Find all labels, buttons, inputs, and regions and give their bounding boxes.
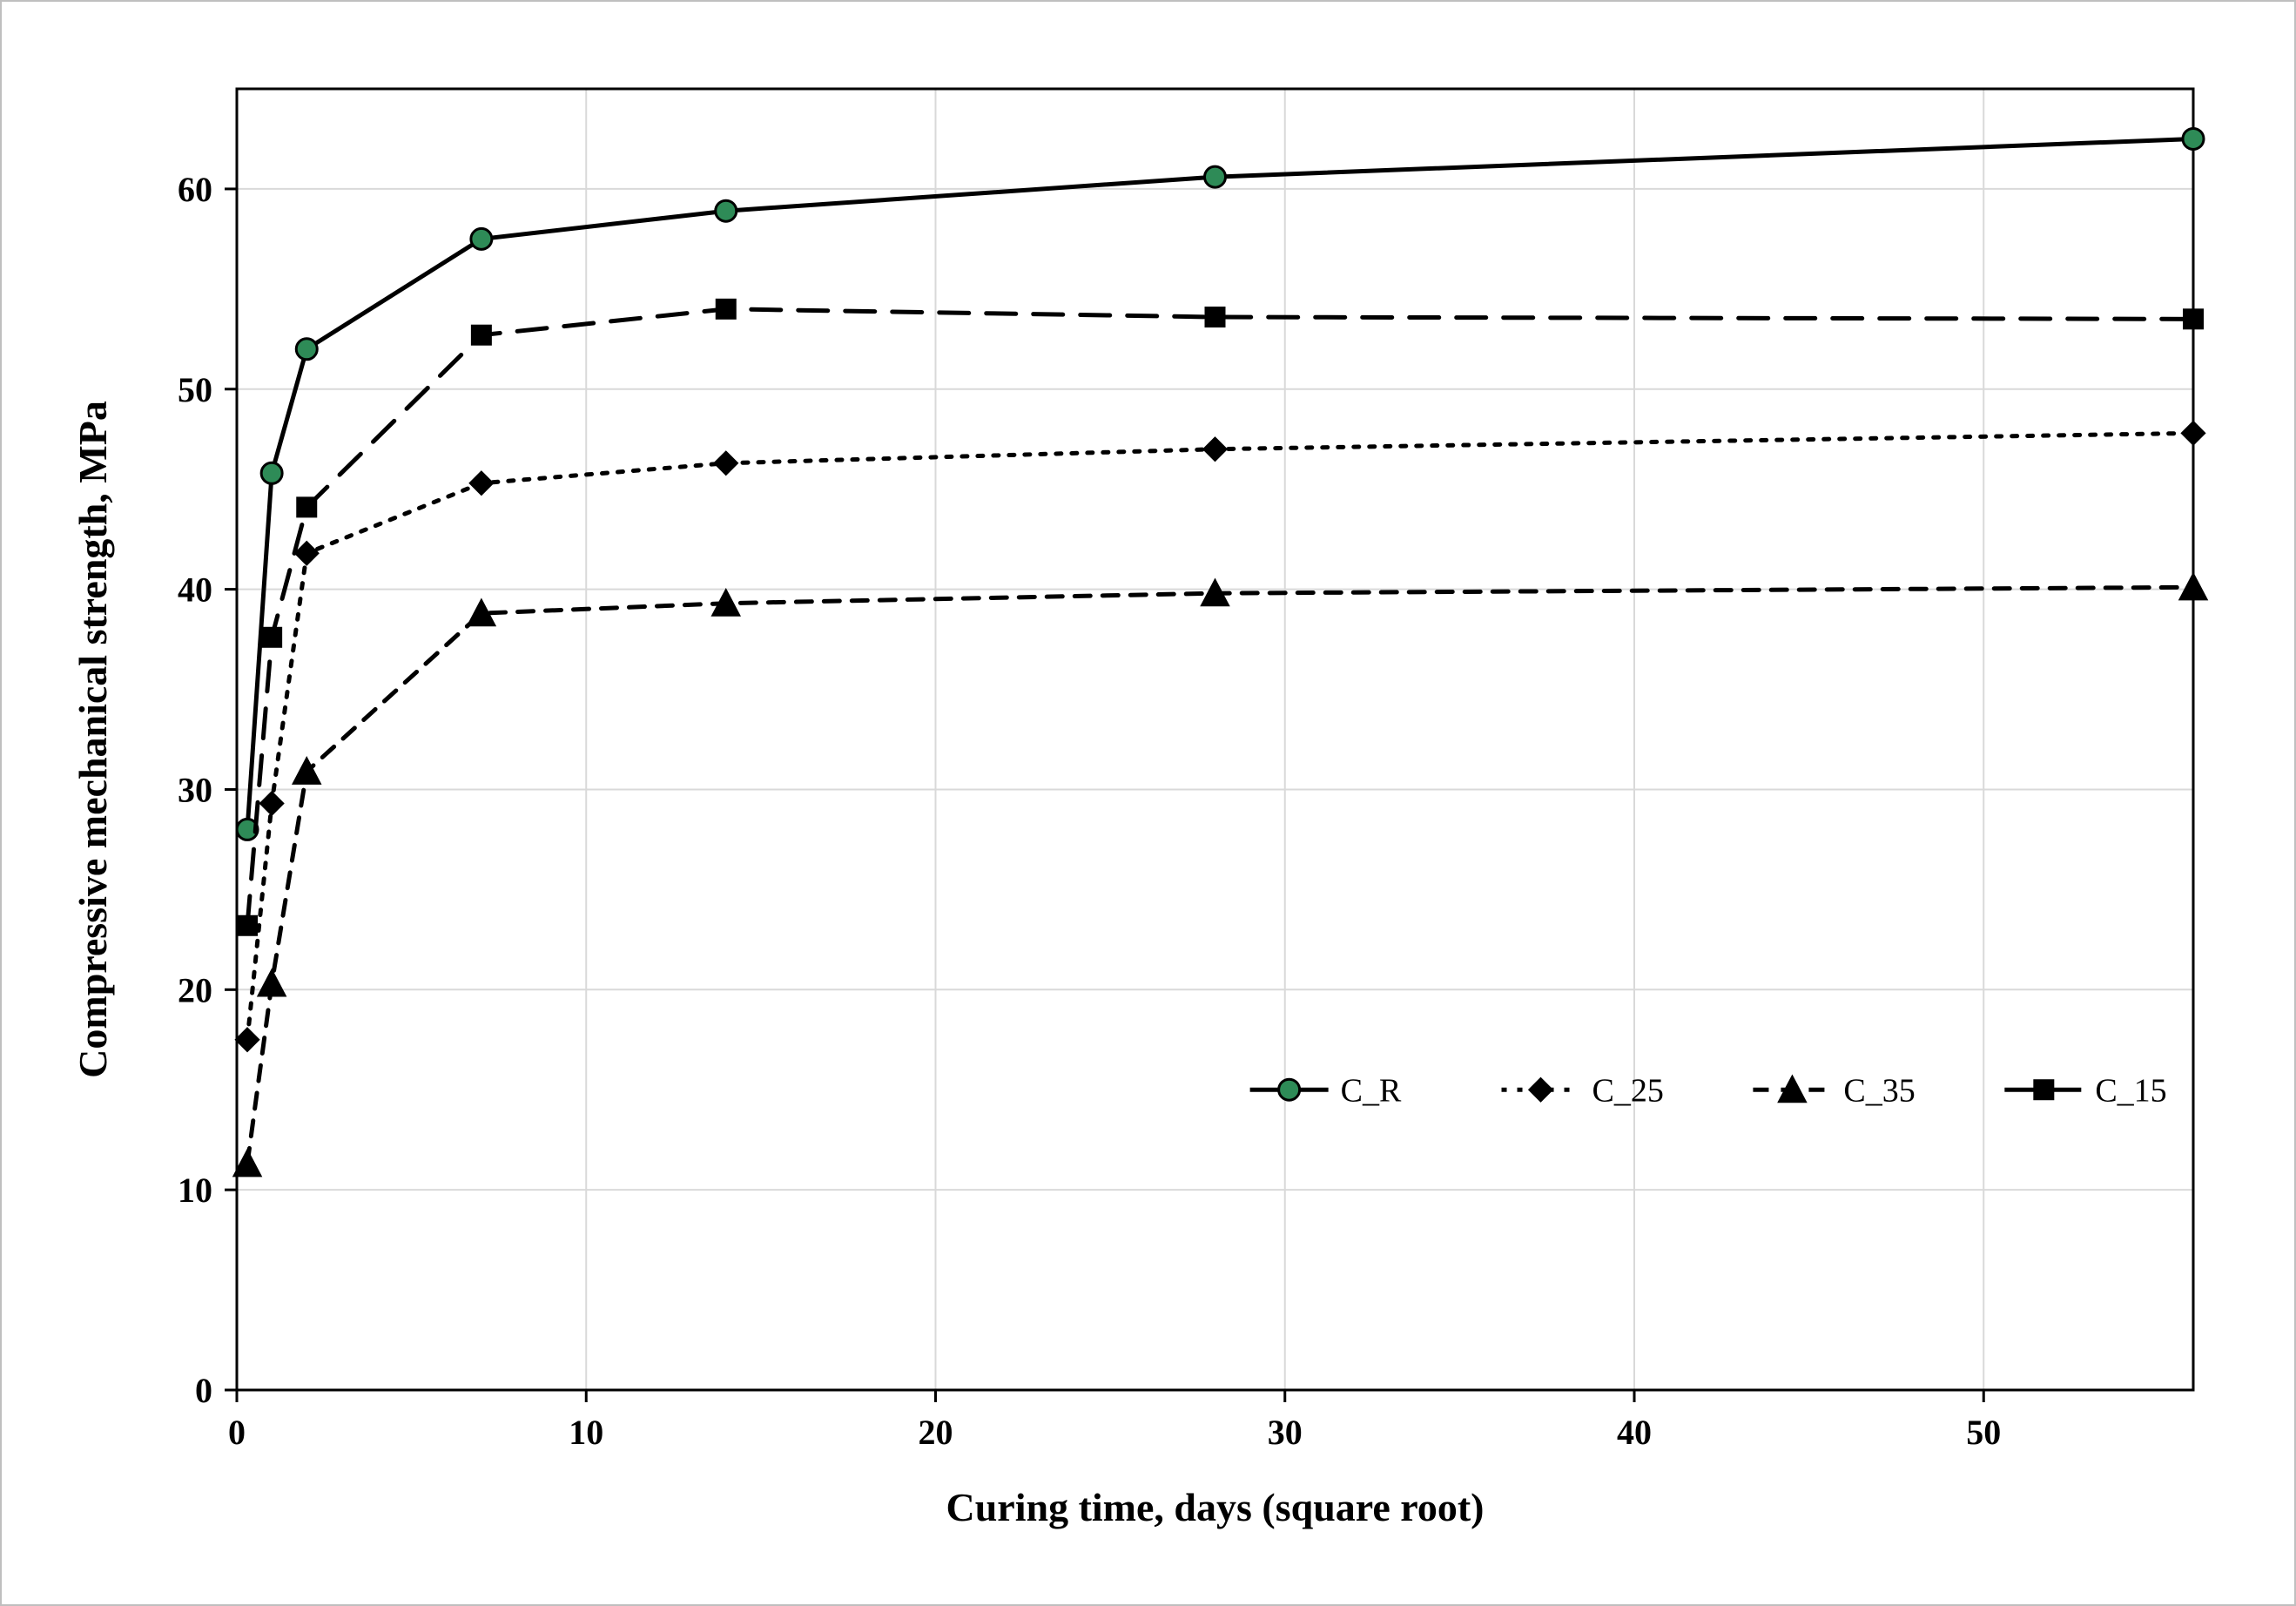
x-tick-label: 40 (1617, 1413, 1652, 1452)
legend-label-C_R: C_R (1341, 1073, 1402, 1110)
x-axis-label: Curing time, days (square root) (946, 1485, 1484, 1529)
y-tick-label: 10 (178, 1171, 212, 1210)
y-tick-label: 20 (178, 970, 212, 1009)
legend-label-C_15: C_15 (2095, 1073, 2166, 1110)
legend-label-C_25: C_25 (1592, 1073, 1664, 1110)
compressive-strength-chart: 0 10 20 30 40 50 0 10 20 30 40 50 60 Curing time, day… (54, 54, 2228, 1555)
x-tick-label: 0 (228, 1413, 246, 1452)
y-tick-label: 0 (195, 1371, 212, 1410)
y-tick-label: 30 (178, 770, 212, 809)
y-tick-label: 60 (178, 170, 212, 209)
y-axis-label: Compressive mechanical strength, MPa (71, 401, 115, 1078)
legend-label-C_35: C_35 (1843, 1073, 1915, 1110)
chart-container: 0 10 20 30 40 50 0 10 20 30 40 50 60 Curing time, day… (54, 54, 2225, 1552)
y-tick-label: 40 (178, 570, 212, 610)
chart-outer-frame: 0 10 20 30 40 50 0 10 20 30 40 50 60 Curing time, day… (0, 0, 2296, 1606)
x-tick-label: 50 (1966, 1413, 2001, 1452)
x-tick-label: 10 (569, 1413, 603, 1452)
y-tick-label: 50 (178, 370, 212, 409)
x-tick-label: 20 (919, 1413, 953, 1452)
x-tick-label: 30 (1268, 1413, 1303, 1452)
